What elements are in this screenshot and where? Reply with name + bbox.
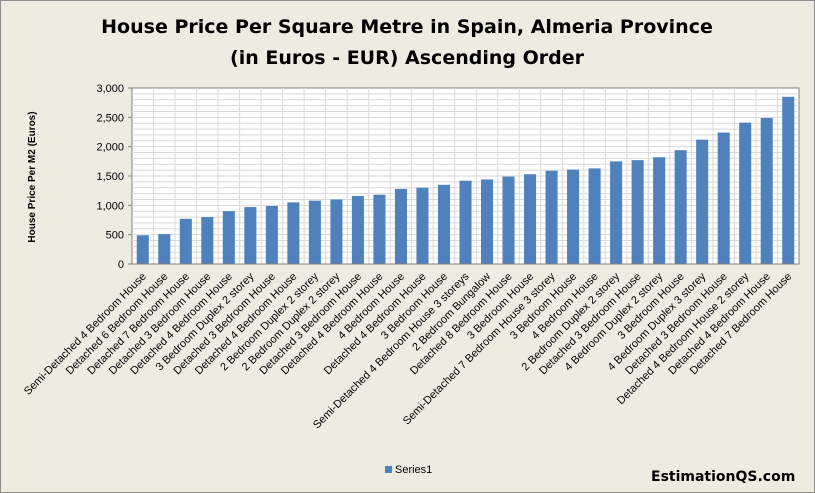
y-tick-label: 2,500 xyxy=(96,112,124,124)
bar xyxy=(222,211,235,264)
y-tick-label: 3,000 xyxy=(96,83,124,95)
bar xyxy=(782,96,795,264)
bar xyxy=(394,188,407,264)
bar xyxy=(416,187,429,264)
bar xyxy=(158,234,171,264)
watermark-text: EstimationQS.com xyxy=(651,469,795,485)
bar xyxy=(459,180,472,264)
bar xyxy=(524,174,537,264)
y-tick-label: 0 xyxy=(118,259,124,271)
y-tick-label: 1,500 xyxy=(96,171,124,183)
bar xyxy=(674,150,687,264)
bar xyxy=(179,218,192,264)
bar xyxy=(653,157,666,264)
bar xyxy=(244,207,257,264)
bar xyxy=(330,199,343,264)
legend-label: Series1 xyxy=(395,464,432,476)
legend-swatch xyxy=(385,466,392,473)
chart-title-line-2: (in Euros - EUR) Ascending Order xyxy=(230,47,585,69)
bar xyxy=(588,168,601,264)
bars xyxy=(132,96,799,265)
bar xyxy=(545,170,558,264)
bar xyxy=(567,169,580,264)
bar xyxy=(373,194,386,264)
chart-title-line-1: House Price Per Square Metre in Spain, A… xyxy=(101,16,713,38)
bar xyxy=(351,195,364,264)
legend: Series1 xyxy=(385,464,432,476)
bar xyxy=(631,160,644,264)
bar xyxy=(287,202,300,264)
bar xyxy=(265,205,278,264)
y-tick-label: 1,000 xyxy=(96,200,124,212)
bar xyxy=(136,235,149,264)
bar xyxy=(760,117,773,264)
y-axis-label: House Price Per M2 (Euros) xyxy=(27,111,38,242)
bar xyxy=(502,176,515,264)
y-tick-label: 2,000 xyxy=(96,142,124,154)
bar xyxy=(717,132,730,264)
y-tick-label: 500 xyxy=(106,230,124,242)
bar xyxy=(308,200,321,264)
bar xyxy=(610,161,623,264)
bar xyxy=(739,122,752,264)
bar xyxy=(480,179,494,264)
y-axis-ticks: 0 500 1,000 1,500 2,000 2,500 3,000 xyxy=(96,83,132,271)
bar xyxy=(201,217,214,264)
bar xyxy=(696,139,709,264)
bar xyxy=(437,184,451,264)
